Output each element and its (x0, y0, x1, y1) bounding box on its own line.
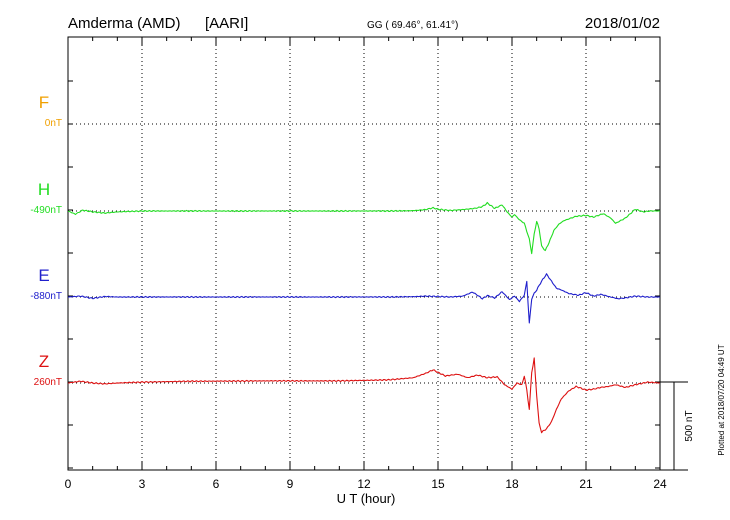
x-tick-label: 21 (579, 477, 593, 491)
x-tick-label: 0 (65, 477, 72, 491)
component-baseline-e: -880nT (30, 291, 62, 302)
plot-timestamp: Plotted at 2018/07/20 04:49 UT (717, 344, 726, 455)
vertical-gridlines (67, 37, 661, 470)
x-tick-label: 6 (213, 477, 220, 491)
coordinates-label: GG ( 69.46°, 61.41°) (367, 20, 458, 31)
trace-e (67, 273, 661, 324)
x-tick-label: 24 (653, 477, 667, 491)
component-name-e: E (38, 266, 49, 285)
institute-label: [AARI] (205, 15, 248, 32)
x-tick-labels: 0 3 6 9 12 15 18 21 24 (65, 477, 667, 491)
component-traces (67, 201, 661, 434)
x-tick-label: 9 (287, 477, 294, 491)
trace-z (68, 357, 660, 434)
x-tick-label: 3 (139, 477, 146, 491)
x-tick-label: 15 (431, 477, 445, 491)
x-tick-label: 18 (505, 477, 519, 491)
component-name-z: Z (39, 352, 49, 371)
component-labels: F 0nT H -490nT E -880nT Z 260nT (30, 93, 62, 388)
component-baseline-z: 260nT (34, 377, 62, 388)
component-baseline-f: 0nT (45, 118, 62, 129)
component-baseline-h: -490nT (30, 205, 62, 216)
trace-h (67, 201, 661, 255)
date-label: 2018/01/02 (585, 15, 660, 32)
component-name-h: H (38, 180, 50, 199)
x-axis-label: U T (hour) (337, 491, 396, 506)
scale-bar-label: 500 nT (684, 410, 695, 441)
station-title: Amderma (AMD) (68, 15, 181, 32)
scale-bar: 500 nT (660, 381, 695, 471)
component-name-f: F (39, 93, 49, 112)
x-tick-label: 12 (357, 477, 371, 491)
